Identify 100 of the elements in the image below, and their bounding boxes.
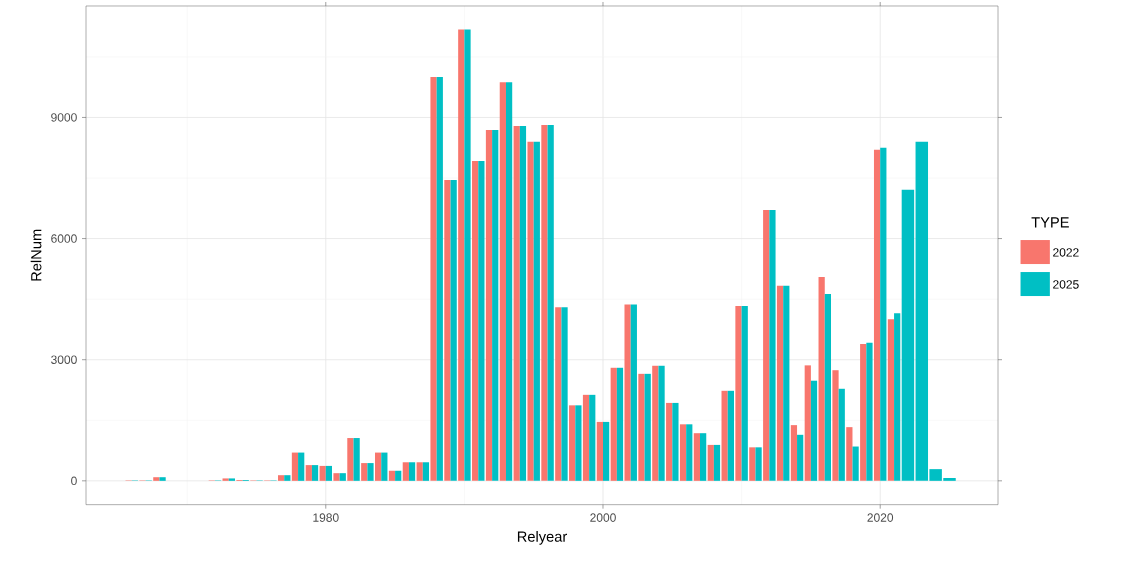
bar [693,433,701,481]
bar [478,161,485,481]
legend-title: TYPE [1031,217,1069,228]
bar [319,465,326,481]
bar [652,365,659,481]
bar [616,367,624,481]
bar [547,125,554,481]
bar [222,478,229,481]
y-axis-title: RelNum [30,229,42,281]
bar [499,82,506,481]
bar [325,465,333,481]
bar [686,424,693,481]
bar [367,463,374,481]
bar [735,306,742,481]
bar [353,438,360,481]
x-tick-label: 1980 [313,513,339,522]
bar [880,147,887,481]
bar [838,388,845,481]
bar [402,462,409,481]
x-axis-title: Relyear [517,531,568,545]
x-tick-label: 2020 [867,513,894,522]
bar [555,307,562,481]
bar [527,141,534,481]
bar [284,475,291,481]
bar [485,129,493,481]
bar [644,373,651,481]
bar [769,209,776,481]
bar [361,463,368,481]
bar [596,421,603,481]
bar [339,473,346,481]
bar [541,125,548,481]
y-tick-label: 6000 [51,234,77,243]
bar [333,473,340,481]
bar [721,390,728,481]
bar [472,161,479,481]
bar [374,452,382,481]
bar [416,462,423,481]
y-tick-label: 0 [71,476,77,486]
bar [395,470,402,481]
bar [846,427,853,481]
bar [444,180,451,481]
bar [388,470,396,481]
bar [505,82,513,481]
bar [713,444,721,481]
bar [602,421,610,481]
bar [727,390,734,481]
bar [436,77,443,481]
bar [860,343,867,481]
bar [672,402,679,481]
bar [298,452,305,481]
y-tick-label: 9000 [51,113,77,122]
bar [810,380,818,481]
bar [458,29,465,481]
bar [630,304,637,481]
bar [666,402,673,481]
bar [763,209,770,481]
x-tick-label: 2000 [590,513,616,522]
bar [381,452,388,481]
bar [422,462,430,481]
bar [519,125,527,481]
bar [700,433,707,481]
bar [575,405,582,481]
bar [776,285,784,481]
bar [569,405,576,481]
legend-label: 2022 [1053,248,1079,257]
bar [824,293,831,481]
bar [638,373,645,481]
bar [707,444,714,481]
bar [852,446,859,481]
bar [408,462,416,481]
bar [153,477,160,481]
bar [887,319,895,481]
bar [894,313,901,481]
bar [277,475,285,481]
bar [783,285,790,481]
bar [804,365,811,481]
bar [790,425,798,481]
bar [589,394,596,481]
bar [749,447,756,481]
bar [311,465,319,481]
bar [159,477,166,481]
bar [450,180,457,481]
bar [818,276,825,481]
bar [430,77,437,481]
bar [291,452,299,481]
legend-label: 2025 [1053,280,1079,289]
bar [464,29,471,481]
bar [873,149,881,481]
bar [755,447,762,481]
bar [741,306,748,481]
bar [228,478,235,481]
bar [658,365,665,481]
bar [492,129,499,481]
bar [561,307,568,481]
bar [832,370,839,481]
bar [513,125,520,481]
bar [610,367,617,481]
y-tick-label: 3000 [51,355,77,364]
bar [347,438,354,481]
bar [679,424,687,481]
